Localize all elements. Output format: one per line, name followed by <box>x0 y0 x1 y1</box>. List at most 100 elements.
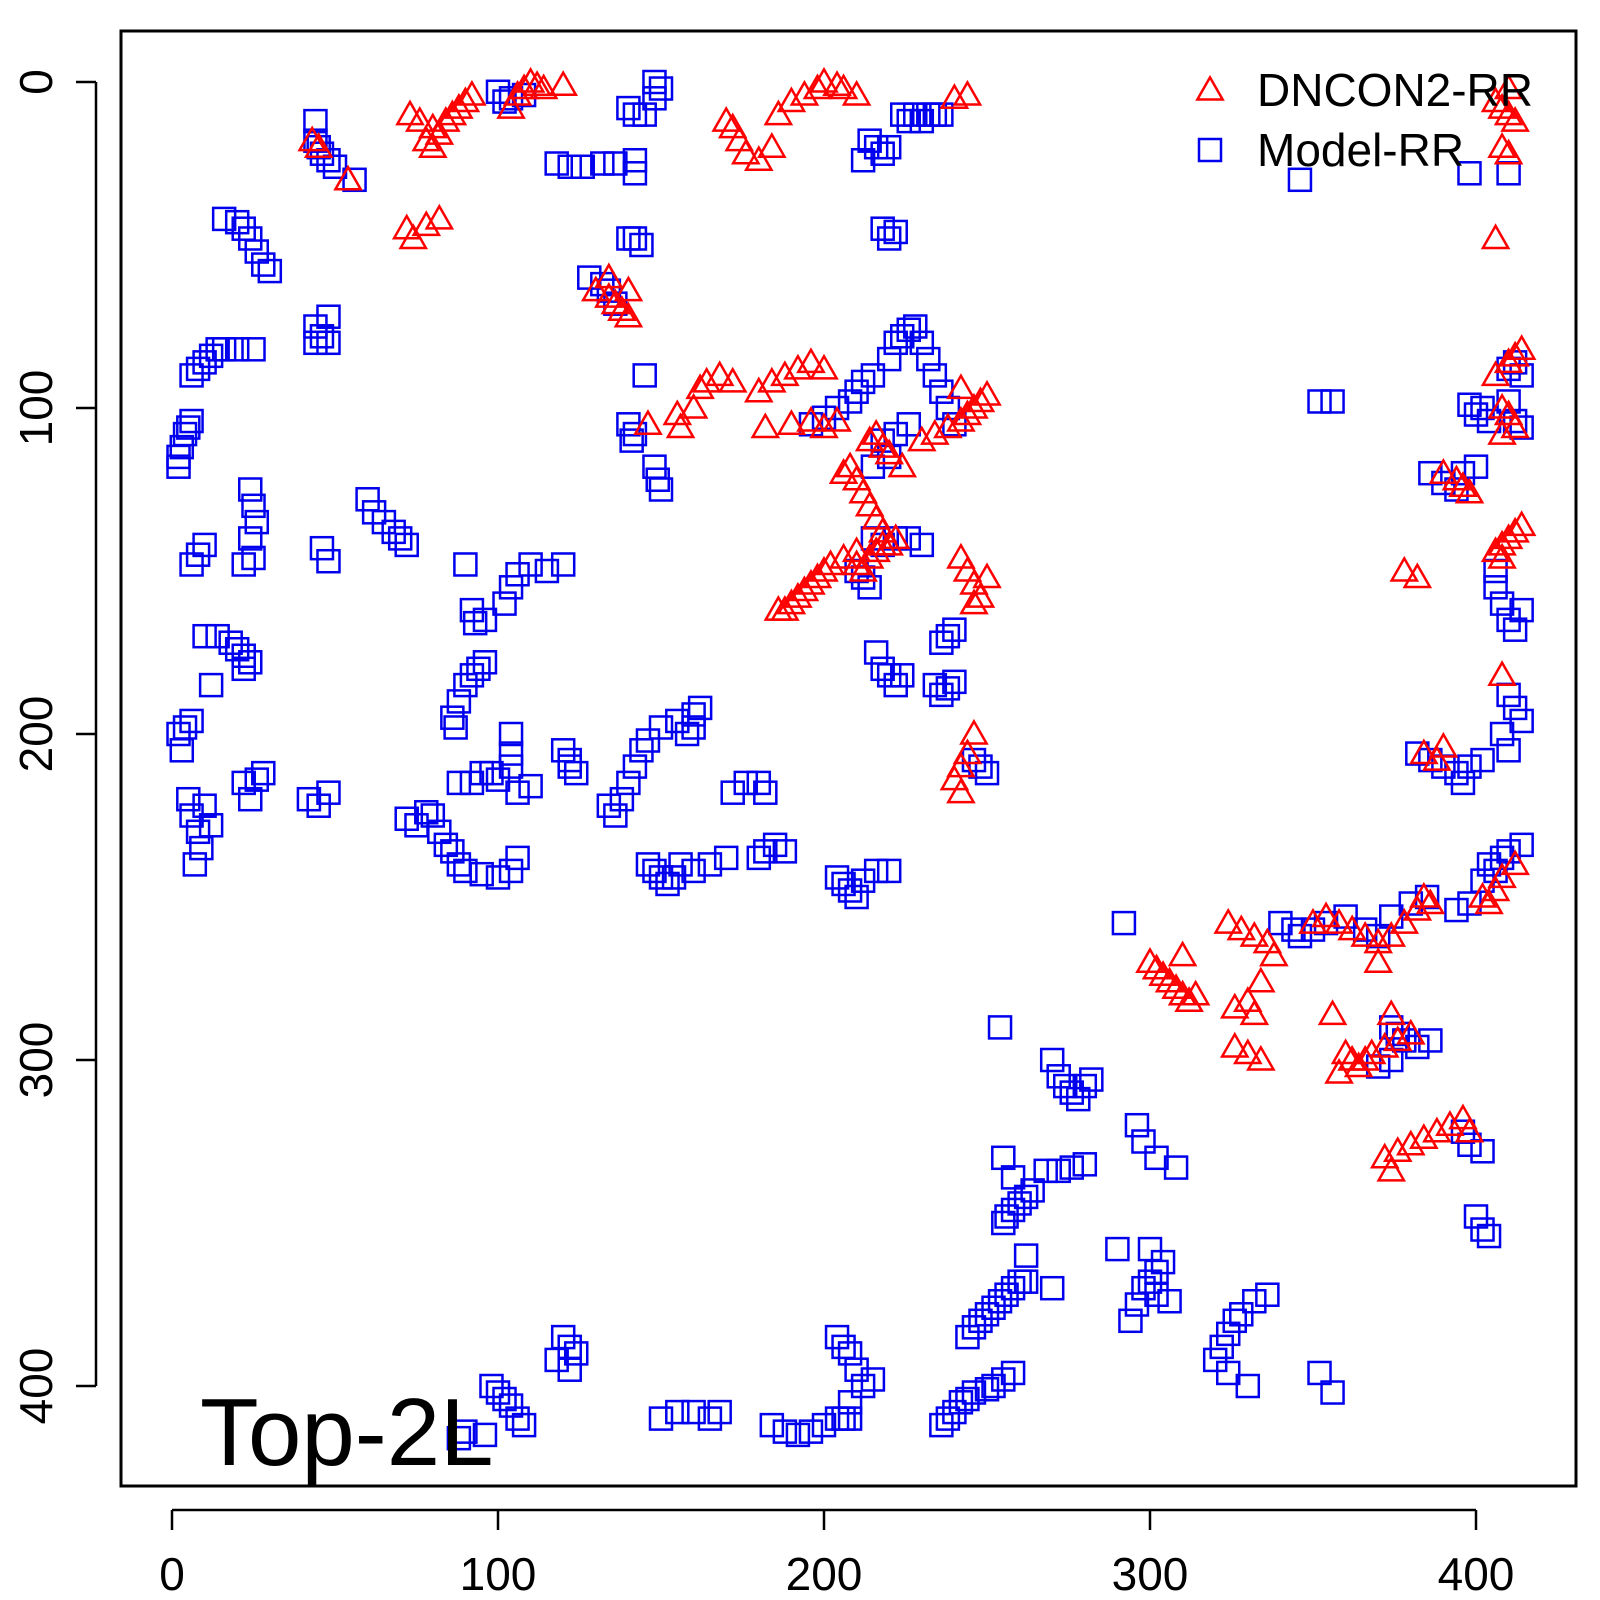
model-rr-point <box>889 663 915 688</box>
model-rr-point <box>166 721 191 747</box>
model-rr-point <box>942 617 967 642</box>
model-rr-point <box>1457 161 1482 186</box>
model-rr-point <box>642 69 667 95</box>
model-rr-point <box>1013 1269 1039 1294</box>
dncon2-rr-point <box>809 412 839 439</box>
model-rr-point <box>1489 591 1515 616</box>
model-rr-point <box>231 656 256 682</box>
model-rr-point <box>642 858 667 884</box>
dncon2-rr-point <box>1487 92 1517 119</box>
model-rr-point <box>1072 1073 1098 1099</box>
model-rr-point <box>987 1288 1013 1314</box>
model-rr-point <box>824 395 850 421</box>
model-rr-point <box>563 760 589 786</box>
model-rr-point <box>1320 1380 1345 1405</box>
dncon2-rr-point <box>796 568 826 595</box>
model-rr-point <box>237 526 263 551</box>
model-rr-point <box>981 1295 1006 1321</box>
model-rr-point <box>231 643 256 669</box>
model-rr-point <box>446 689 472 714</box>
model-rr-point <box>1418 1028 1443 1053</box>
model-rr-point <box>648 1406 674 1431</box>
model-rr-point <box>876 858 902 884</box>
dncon2-rr-point <box>959 718 989 745</box>
model-rr-point <box>1476 852 1502 877</box>
dncon2-rr-point <box>431 105 461 132</box>
model-rr-point <box>1405 741 1430 766</box>
model-rr-point <box>1463 402 1489 427</box>
model-rr-point <box>1496 738 1521 763</box>
model-rr-point <box>1157 1288 1182 1314</box>
dncon2-rr-point <box>528 73 559 100</box>
model-rr-point <box>1450 1119 1476 1144</box>
model-rr-point <box>889 102 915 127</box>
dncon2-rr-point <box>1213 907 1244 934</box>
model-rr-point <box>179 363 204 388</box>
model-rr-point <box>1470 747 1495 773</box>
model-rr-point <box>824 865 850 890</box>
dncon2-rr-point <box>594 281 624 308</box>
model-rr-point <box>1476 1223 1502 1249</box>
model-rr-point <box>681 702 706 727</box>
model-rr-point <box>994 1282 1019 1307</box>
model-rr-point <box>172 715 198 740</box>
dncon2-rr-point <box>1448 471 1478 497</box>
model-rr-point <box>1476 408 1502 434</box>
model-rr-point <box>648 715 674 740</box>
dncon2-rr-point <box>796 347 826 374</box>
model-rr-point <box>681 858 706 884</box>
dncon2-rr-point <box>1409 738 1439 765</box>
dncon2-rr-point <box>796 405 826 432</box>
dncon2-rr-point <box>1487 132 1517 158</box>
model-rr-point <box>1287 923 1313 949</box>
model-rr-point <box>616 226 641 251</box>
dncon2-rr-point <box>874 438 905 465</box>
model-rr-point <box>316 304 341 329</box>
model-rr-point <box>903 102 928 127</box>
dncon2-rr-point <box>841 549 872 576</box>
model-rr-point <box>244 767 270 792</box>
model-rr-point <box>935 1406 961 1431</box>
model-rr-point <box>616 95 641 121</box>
model-rr-point <box>485 1380 511 1405</box>
model-rr-point <box>453 552 478 577</box>
model-rr-point <box>241 337 266 362</box>
dncon2-rr-point <box>303 132 334 158</box>
model-rr-point <box>1013 1243 1039 1268</box>
model-rr-point <box>1215 1360 1241 1386</box>
dncon2-rr-point <box>580 275 611 302</box>
model-rr-point <box>935 623 961 649</box>
dncon2-rr-point <box>1506 510 1537 537</box>
model-rr-point <box>909 330 935 356</box>
model-rr-point <box>876 134 902 160</box>
legend: DNCON2-RR Model-RR <box>1195 64 1533 176</box>
dncon2-rr-point <box>1493 99 1524 126</box>
model-rr-point <box>479 760 504 786</box>
model-rr-point <box>991 1145 1016 1171</box>
model-rr-point <box>896 526 922 551</box>
dncon2-rr-point <box>776 588 807 615</box>
dncon2-rr-point <box>1409 881 1439 908</box>
model-rr-point <box>1287 167 1313 193</box>
model-rr-point <box>185 819 211 845</box>
model-rr-point <box>935 676 961 701</box>
model-rr-point <box>518 773 543 799</box>
model-rr-point <box>309 535 335 561</box>
model-rr-point <box>1033 1158 1058 1184</box>
y-tick-label: 100 <box>10 370 62 447</box>
model-rr-point <box>231 552 256 577</box>
model-rr-point <box>1131 1275 1156 1301</box>
model-rr-point <box>1320 389 1345 414</box>
model-rr-point <box>257 258 283 284</box>
model-rr-point <box>1378 904 1404 929</box>
model-rr-point <box>831 871 856 897</box>
dncon2-rr-point <box>789 575 820 602</box>
model-rr-point <box>198 672 224 698</box>
model-rr-point <box>316 330 341 356</box>
model-rr-point <box>505 845 530 871</box>
dncon2-rr-point <box>1180 979 1211 1006</box>
dncon2-rr-point <box>515 66 546 93</box>
dncon2-rr-point <box>972 379 1002 406</box>
x-tick-label: 200 <box>786 1548 863 1600</box>
